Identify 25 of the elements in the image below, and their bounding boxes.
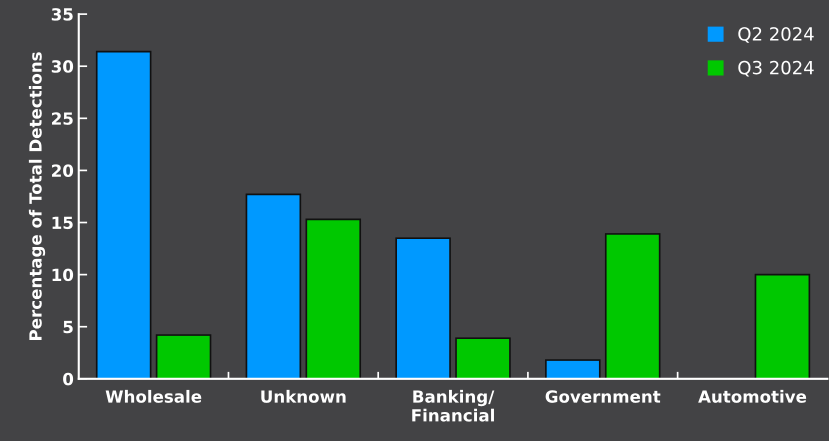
y-tick-label: 20 <box>52 164 74 177</box>
bar <box>545 359 601 379</box>
y-tick-label: 25 <box>52 112 73 125</box>
y-tick-label: 30 <box>52 60 74 73</box>
y-tick-label: 35 <box>52 8 73 21</box>
y-tick-label: 10 <box>52 268 74 282</box>
legend-label: Q3 2024 <box>738 60 814 77</box>
bar <box>455 337 511 379</box>
x-tick-label: Government <box>546 390 660 403</box>
bar <box>754 274 810 379</box>
bar <box>246 194 302 379</box>
x-tick-label: Unknown <box>261 390 346 403</box>
bar <box>96 50 152 379</box>
y-axis-title: Percentage of Total Detections <box>28 52 46 340</box>
x-tick-label: Wholesale <box>106 390 202 403</box>
bar <box>156 334 212 379</box>
bar <box>604 233 660 379</box>
y-tick-label: 15 <box>52 216 73 230</box>
x-tick-label: Banking/ Financial <box>412 390 494 422</box>
x-tick-label: Automotive <box>698 390 806 403</box>
legend-label: Q2 2024 <box>738 27 814 43</box>
bar <box>395 237 451 379</box>
y-tick-label: 0 <box>63 372 74 386</box>
y-tick-label: 5 <box>64 320 73 334</box>
bar <box>305 218 362 379</box>
